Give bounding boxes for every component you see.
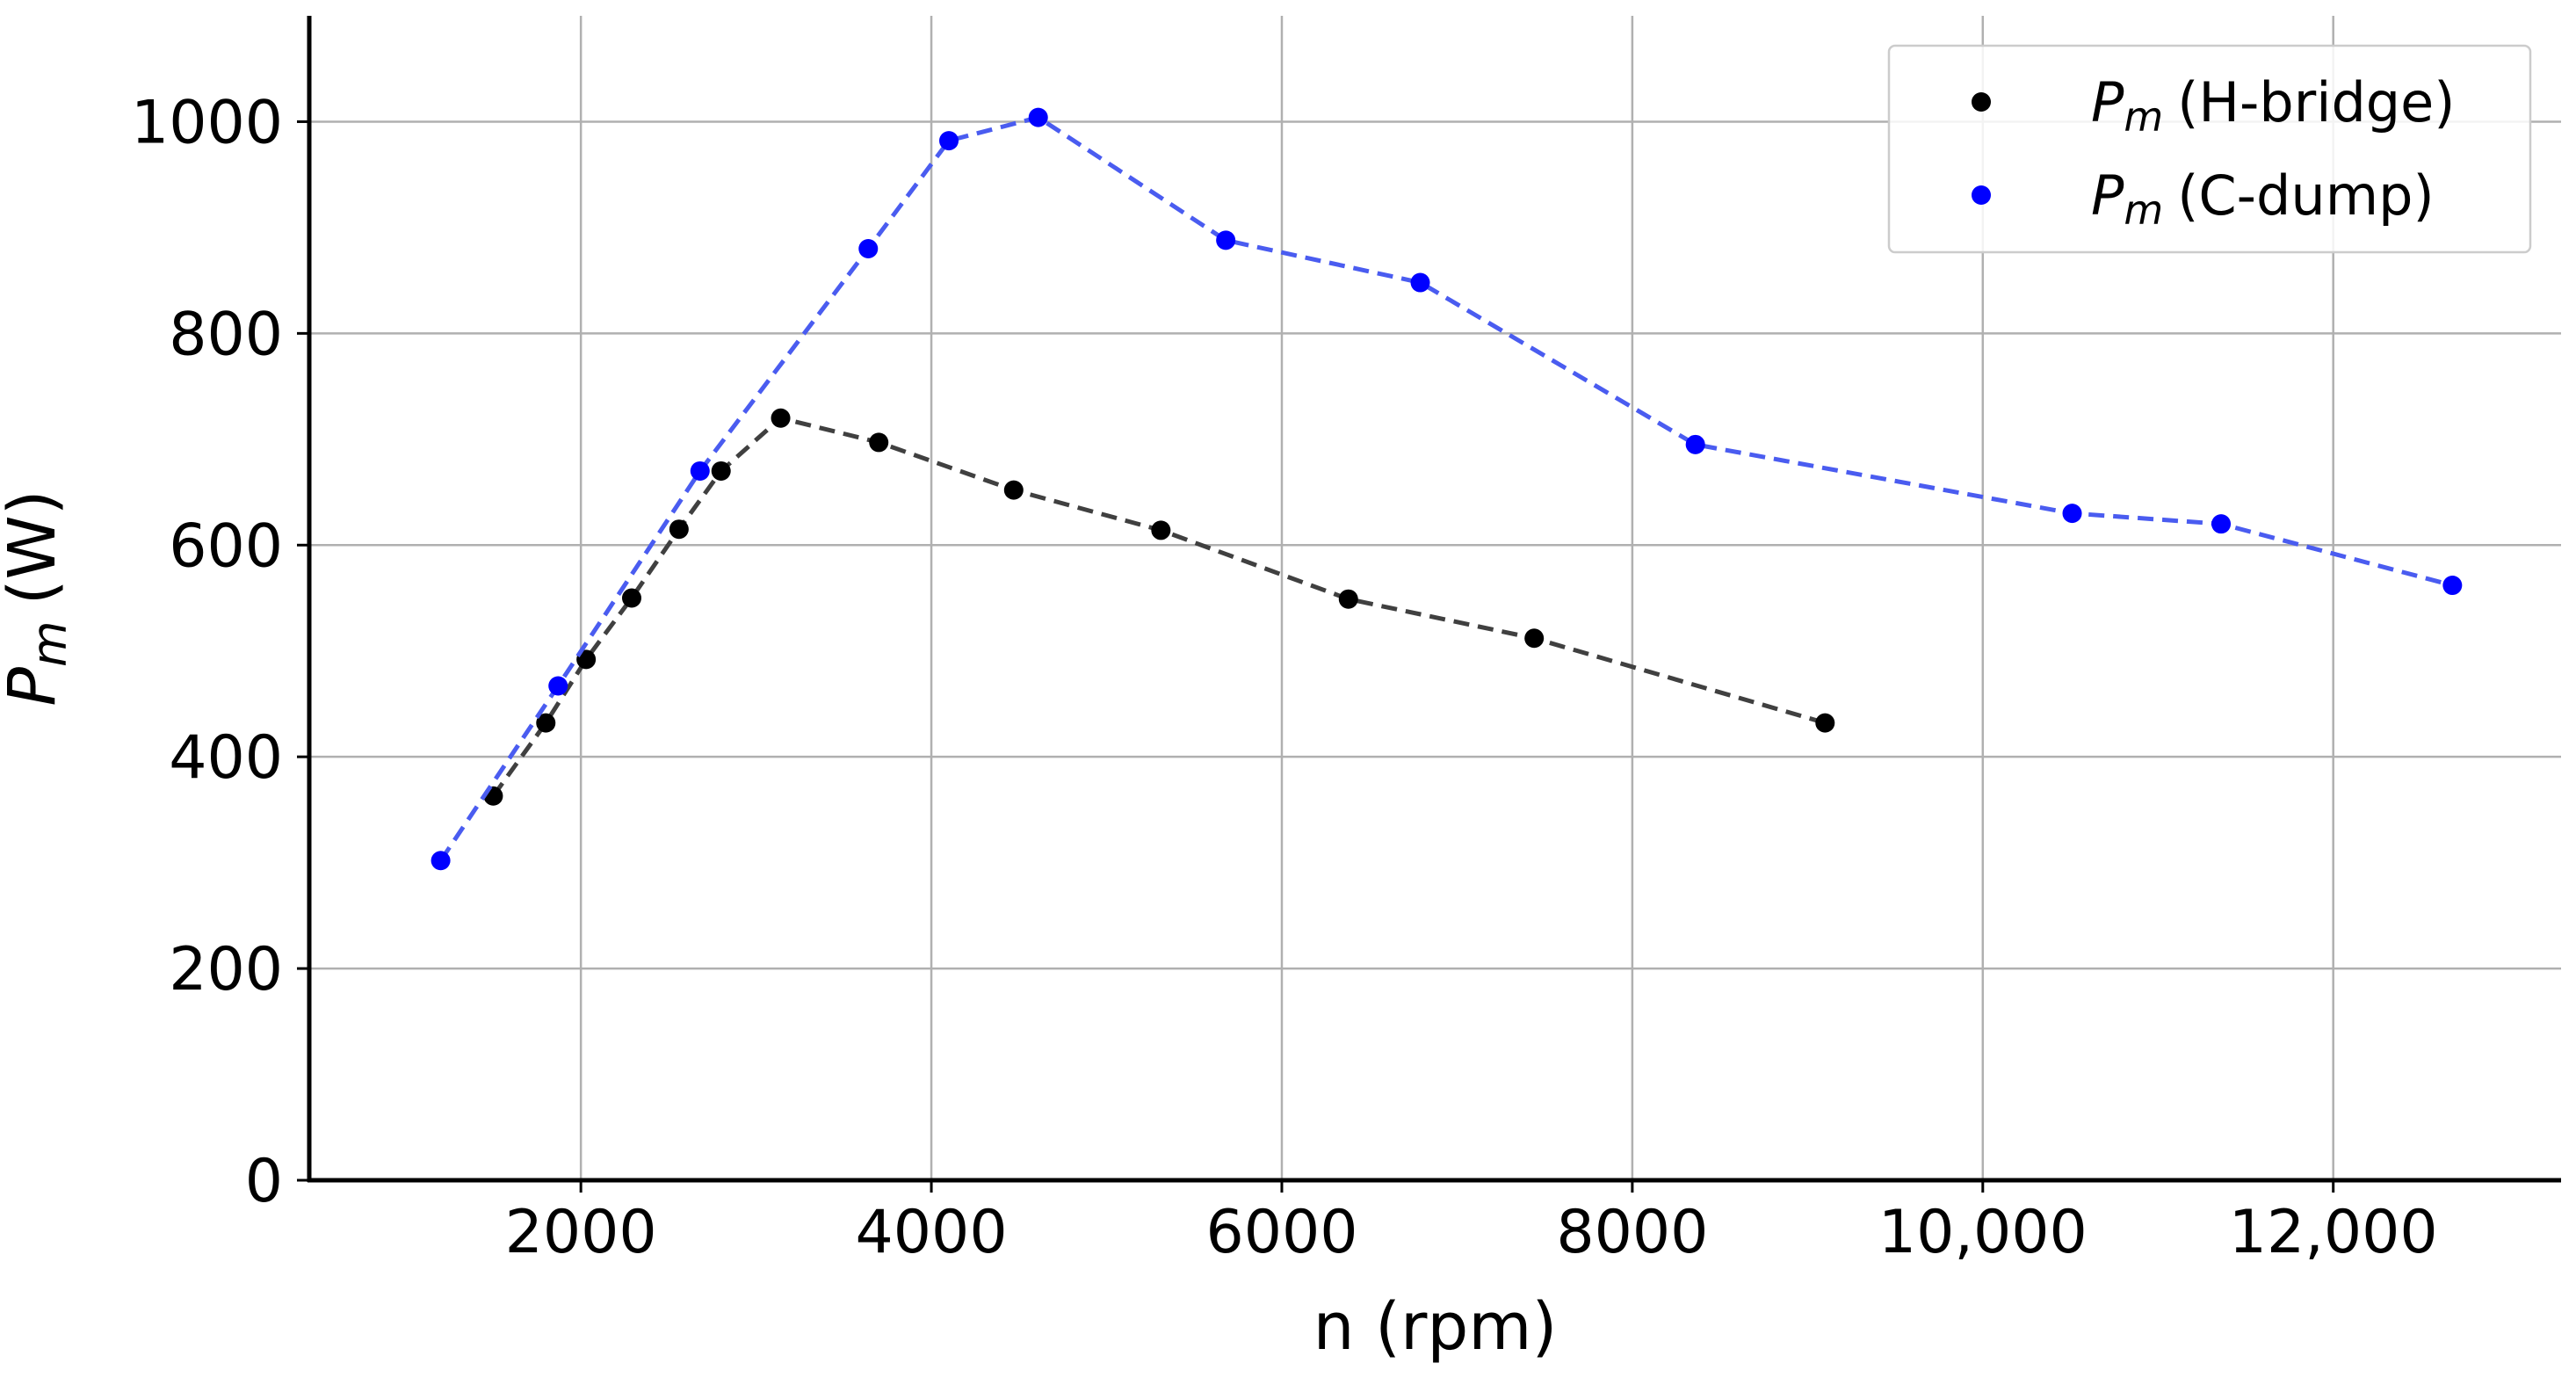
data-point-h-bridge: [1003, 480, 1024, 500]
legend-label-h-bridge: Pm (H-bridge): [2091, 70, 2456, 141]
legend-label-c-dump: Pm (C-dump): [2091, 163, 2435, 234]
data-point-c-dump: [2211, 514, 2232, 534]
legend-marker-c-dump: [1972, 185, 1991, 205]
data-point-c-dump: [2062, 504, 2082, 524]
data-point-h-bridge: [669, 519, 689, 540]
data-point-h-bridge: [1524, 628, 1545, 649]
data-point-c-dump: [2442, 576, 2463, 596]
x-tick-label: 6000: [1205, 1198, 1357, 1267]
axes: [297, 16, 2561, 1193]
data-point-h-bridge: [1338, 589, 1358, 609]
y-tick-label: 400: [169, 723, 283, 793]
x-axis-title: n (rpm): [1313, 1289, 1558, 1365]
data-point-c-dump: [431, 851, 451, 871]
tick-labels: 2000 4000 6000 8000 10,000 12,000 0 200 400 600 80…: [131, 88, 2438, 1267]
data-point-c-dump: [548, 676, 568, 696]
y-axis-title-symbol: P: [0, 667, 70, 707]
data-point-c-dump: [1028, 107, 1048, 127]
legend-marker-h-bridge: [1972, 92, 1991, 112]
data-point-c-dump: [1410, 272, 1430, 293]
y-tick-label: 800: [169, 300, 283, 369]
y-axis-title-unit: (W): [0, 489, 70, 605]
data-point-c-dump: [1216, 230, 1236, 250]
x-tick-label: 8000: [1556, 1198, 1708, 1267]
data-point-h-bridge: [1815, 713, 1835, 733]
x-tick-label: 4000: [856, 1198, 1008, 1267]
series-layer: [431, 107, 2463, 871]
legend-frame: [1887, 44, 2532, 254]
y-tick-label: 1000: [131, 88, 283, 157]
data-point-c-dump: [858, 239, 879, 258]
x-tick-label: 2000: [505, 1198, 657, 1267]
data-point-h-bridge: [1151, 520, 1171, 540]
y-axis-title: Pm (W): [0, 489, 77, 706]
legend: Pm (H-bridge) Pm (C-dump): [1887, 44, 2532, 254]
data-point-h-bridge: [771, 408, 791, 428]
data-point-c-dump: [939, 131, 959, 151]
data-point-h-bridge: [536, 713, 556, 733]
y-tick-label: 0: [245, 1147, 283, 1216]
y-tick-label: 600: [169, 511, 283, 581]
data-point-h-bridge: [711, 460, 731, 481]
x-tick-label: 10,000: [1878, 1198, 2088, 1267]
data-point-h-bridge: [621, 588, 641, 608]
data-point-h-bridge: [869, 432, 889, 453]
data-point-c-dump: [690, 460, 710, 481]
y-axis-title-subscript: m: [22, 620, 77, 667]
series-line-c-dump: [438, 114, 2453, 862]
y-tick-label: 200: [169, 935, 283, 1004]
x-tick-label: 12,000: [2229, 1198, 2438, 1267]
data-point-c-dump: [1685, 434, 1705, 454]
